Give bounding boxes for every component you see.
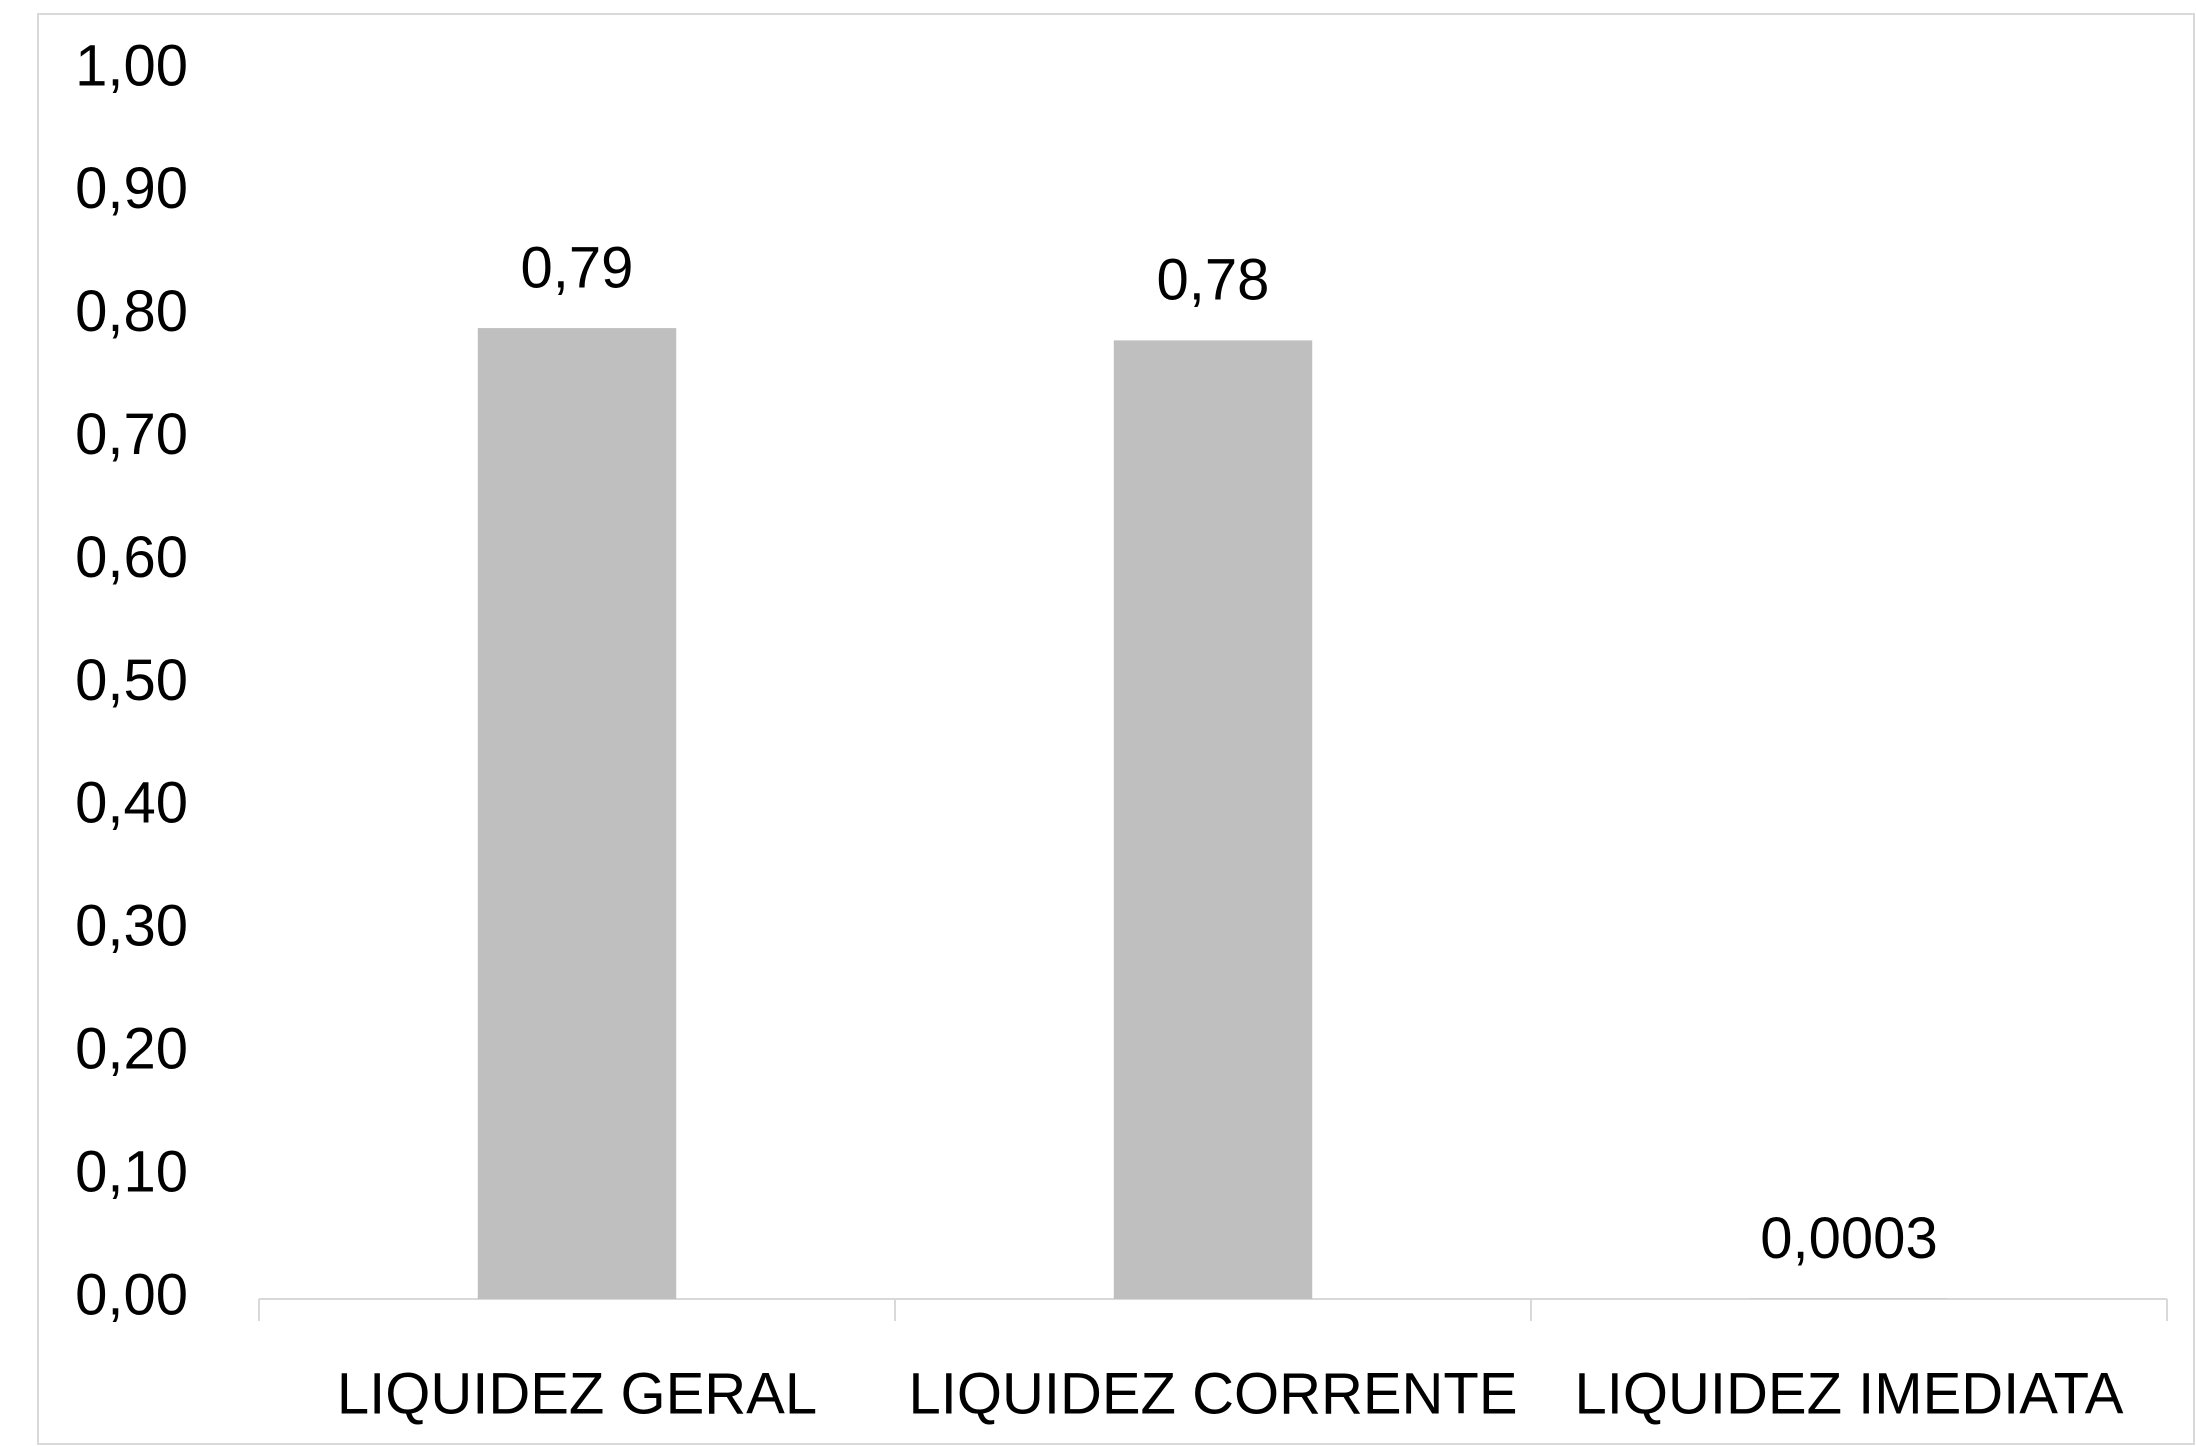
x-tick-label: LIQUIDEZ IMEDIATA xyxy=(1575,1361,2124,1426)
x-tick-label: LIQUIDEZ GERAL xyxy=(337,1361,817,1426)
bar xyxy=(477,328,677,1300)
data-label: 0,79 xyxy=(521,235,634,300)
y-tick-label: 0,40 xyxy=(75,771,188,836)
data-label: 0,0003 xyxy=(1760,1206,1937,1271)
y-tick-label: 0,30 xyxy=(75,894,188,959)
y-tick-label: 1,00 xyxy=(75,33,188,98)
y-tick-label: 0,90 xyxy=(75,156,188,221)
y-tick-label: 0,80 xyxy=(75,279,188,344)
y-tick-label: 0,00 xyxy=(75,1262,188,1327)
data-label: 0,78 xyxy=(1157,248,1270,313)
y-tick-label: 0,50 xyxy=(75,648,188,713)
y-tick-label: 0,70 xyxy=(75,402,188,467)
y-tick-label: 0,60 xyxy=(75,525,188,590)
y-tick-label: 0,20 xyxy=(75,1017,188,1082)
x-tick-label: LIQUIDEZ CORRENTE xyxy=(908,1361,1517,1426)
bar xyxy=(1113,340,1313,1299)
y-tick-label: 0,10 xyxy=(75,1139,188,1204)
